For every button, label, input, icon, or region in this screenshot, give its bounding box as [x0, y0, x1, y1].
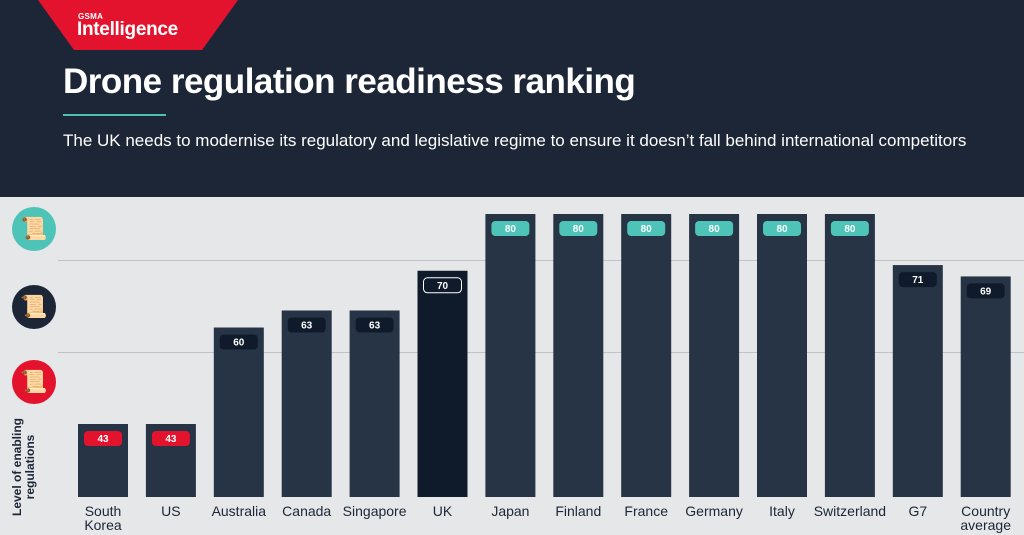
bar	[824, 214, 875, 497]
value-badge	[491, 221, 530, 236]
header-banner: GSMA Intelligence Drone regulation readi…	[0, 0, 1024, 197]
x-tick-label: France	[624, 503, 668, 519]
data-label: 60	[233, 338, 245, 349]
data-label: 80	[709, 224, 721, 235]
chart-subtitle: The UK needs to modernise its regulatory…	[63, 131, 967, 150]
value-badge	[287, 317, 326, 333]
brand-name: Intelligence	[77, 19, 178, 40]
value-badge	[966, 283, 1005, 299]
value-badge	[763, 221, 801, 236]
data-label: 63	[301, 320, 313, 331]
bar	[621, 214, 672, 497]
high-regulation-scroll-icon: 📜	[12, 207, 56, 251]
gridline-lower	[58, 352, 1024, 353]
value-badge	[559, 221, 598, 236]
value-badge	[898, 272, 937, 288]
x-tick-label: Japan	[491, 503, 529, 519]
value-badge	[695, 221, 734, 236]
bar	[757, 214, 807, 497]
data-label: 70	[437, 281, 449, 292]
data-label: 80	[776, 224, 788, 235]
brand-small-text: GSMA	[78, 12, 104, 21]
bar	[213, 327, 264, 497]
medium-regulation-scroll-icon: 📜	[12, 285, 56, 329]
bar	[960, 276, 1011, 497]
data-label: 43	[165, 434, 177, 445]
value-badge	[423, 277, 462, 294]
x-tick-label: US	[161, 503, 180, 519]
title-underline	[63, 114, 166, 116]
data-label: 71	[912, 275, 924, 286]
bar	[892, 265, 943, 497]
x-tick-label: Korea	[84, 517, 122, 533]
data-label: 43	[97, 434, 109, 445]
x-tick-label: Italy	[769, 503, 795, 519]
data-label: 63	[369, 320, 381, 331]
x-tick-label: Germany	[685, 503, 743, 519]
value-badge	[84, 431, 122, 446]
data-label: 80	[573, 224, 585, 235]
data-label: 69	[980, 286, 992, 297]
value-badge	[627, 221, 666, 236]
chart-title: Drone regulation readiness ranking	[63, 62, 636, 101]
x-tick-label: Country	[961, 503, 1010, 519]
x-tick-label: Australia	[212, 503, 267, 519]
data-label: 80	[844, 224, 856, 235]
gridline-upper	[58, 260, 1024, 261]
bar	[485, 214, 536, 497]
bar	[553, 214, 604, 497]
x-tick-label: UK	[433, 503, 453, 519]
bar	[417, 270, 468, 497]
x-tick-label: average	[960, 517, 1011, 533]
bar	[281, 310, 332, 497]
value-badge	[151, 431, 190, 446]
x-tick-label: South	[85, 503, 122, 519]
x-tick-label: Switzerland	[814, 503, 886, 519]
data-label: 80	[641, 224, 653, 235]
value-badge	[219, 334, 258, 350]
x-tick-label: Canada	[282, 503, 331, 519]
brand-logo-tab	[38, 0, 238, 50]
value-badge	[830, 221, 869, 236]
bar	[349, 310, 400, 497]
x-tick-label: G7	[908, 503, 927, 519]
data-label: 80	[505, 224, 517, 235]
value-badge	[355, 317, 394, 333]
low-regulation-scroll-icon: 📜	[12, 360, 56, 404]
bar	[689, 214, 740, 497]
x-tick-label: Singapore	[343, 503, 407, 519]
x-tick-label: Finland	[555, 503, 601, 519]
